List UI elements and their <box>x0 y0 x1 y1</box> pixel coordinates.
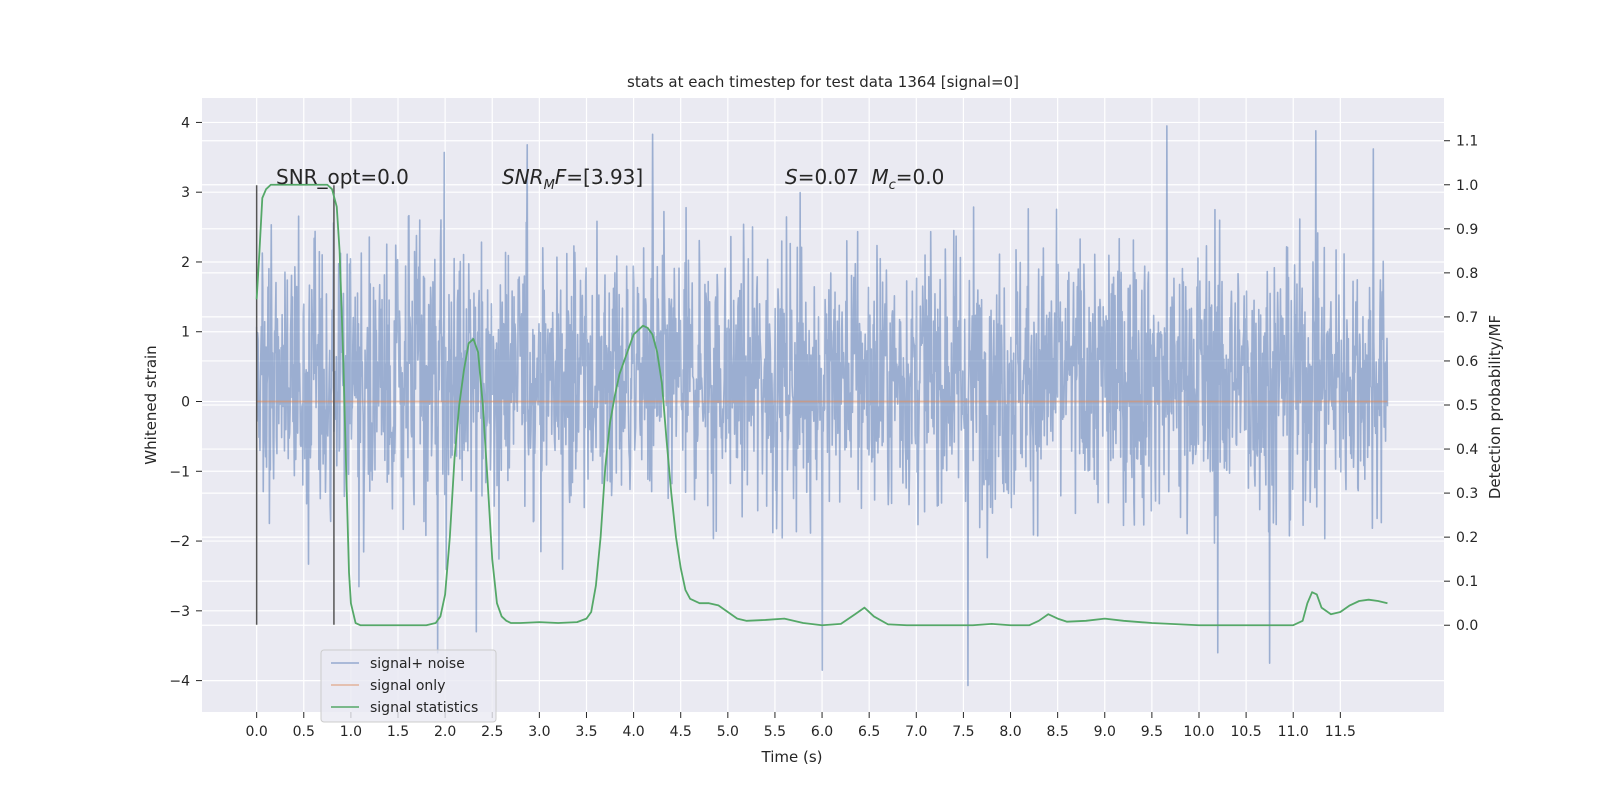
legend: signal+ noise signal only signal statist… <box>320 649 497 723</box>
y-tick-label: 1 <box>181 325 190 341</box>
series-statistics-line <box>255 183 1388 627</box>
x-tick-label: 5.0 <box>717 724 739 740</box>
y2-tick-label: 0.7 <box>1456 310 1478 326</box>
x-tick-label: 2.0 <box>434 724 456 740</box>
y-tick-label: −4 <box>169 674 190 690</box>
legend-label-stats: signal statistics <box>370 700 478 716</box>
x-tick-label: 6.5 <box>858 724 880 740</box>
y2-tick-label: 0.8 <box>1456 266 1478 282</box>
y-axis-label: Whitened strain <box>142 345 160 464</box>
x-tick-label: 4.0 <box>622 724 644 740</box>
x-tick-label: 1.5 <box>387 724 409 740</box>
y2-tick-label: 1.1 <box>1456 134 1478 150</box>
y-tick-label: 0 <box>181 395 190 411</box>
legend-label-signal: signal only <box>370 678 445 694</box>
chart-title: stats at each timestep for test data 136… <box>627 73 1019 91</box>
x-tick-label: 7.5 <box>952 724 974 740</box>
y2-tick-label: 0.4 <box>1456 442 1478 458</box>
x-tick-label: 1.0 <box>340 724 362 740</box>
x-axis-label: Time (s) <box>761 748 823 766</box>
series-noise-line <box>255 125 1389 687</box>
x-tick-label: 3.0 <box>528 724 550 740</box>
y2-tick-label: 0.5 <box>1456 398 1478 414</box>
x-tick-label: 10.5 <box>1231 724 1262 740</box>
annotation-s-mc: S=0.07 Mc=0.0 <box>785 165 944 193</box>
annotation-snr-opt: SNR_opt=0.0 <box>276 165 409 189</box>
y2-axis-label: Detection probability/MF <box>1486 315 1504 499</box>
y2-tick-label: 0.0 <box>1456 618 1478 634</box>
y-tick-label: 3 <box>181 185 190 201</box>
y-tick-label: −3 <box>169 604 190 620</box>
x-tick-label: 11.5 <box>1325 724 1356 740</box>
y2-tick-label: 0.1 <box>1456 574 1478 590</box>
x-tick-label: 8.0 <box>999 724 1021 740</box>
legend-label-noise: signal+ noise <box>370 656 465 672</box>
x-tick-label: 0.5 <box>293 724 315 740</box>
y-tick-label: 2 <box>181 255 190 271</box>
x-tick-label: 2.5 <box>481 724 503 740</box>
y2-tick-label: 0.9 <box>1456 222 1478 238</box>
x-tick-label: 11.0 <box>1278 724 1309 740</box>
x-tick-label: 9.0 <box>1094 724 1116 740</box>
x-tick-label: 4.5 <box>670 724 692 740</box>
x-tick-label: 8.5 <box>1047 724 1069 740</box>
x-tick-label: 5.5 <box>764 724 786 740</box>
x-tick-label: 0.0 <box>246 724 268 740</box>
y2-tick-label: 1.0 <box>1456 178 1478 194</box>
y2-tick-label: 0.6 <box>1456 354 1478 370</box>
x-tick-label: 6.0 <box>811 724 833 740</box>
x-tick-label: 3.5 <box>575 724 597 740</box>
annotation-snr-mf: SNRMF=[3.93] <box>502 165 643 193</box>
x-tick-label: 7.0 <box>905 724 927 740</box>
x-tick-label: 10.0 <box>1183 724 1214 740</box>
legend-box <box>320 649 497 723</box>
y2-tick-label: 0.3 <box>1456 486 1478 502</box>
y2-tick-label: 0.2 <box>1456 530 1478 546</box>
y-tick-label: 4 <box>181 115 190 131</box>
y-tick-label: −2 <box>169 534 190 550</box>
y-tick-label: −1 <box>169 464 190 480</box>
x-tick-label: 9.5 <box>1141 724 1163 740</box>
